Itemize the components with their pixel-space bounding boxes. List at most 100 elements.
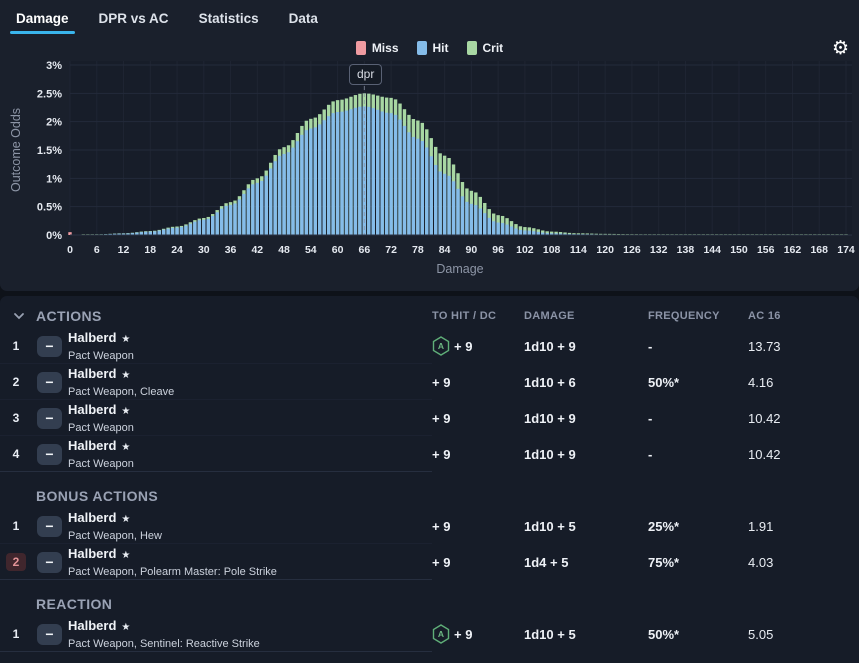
bar (442, 173, 447, 235)
section-header-bonus-actions[interactable]: BONUS ACTIONS (0, 484, 859, 508)
bar (349, 109, 353, 235)
to-hit-value: + 9 (432, 518, 451, 534)
y-axis-tick-label: 0.5% (37, 202, 62, 214)
x-axis-tick-label: 0 (67, 244, 73, 256)
x-axis-tick-label: 36 (225, 244, 237, 256)
bar (335, 112, 340, 235)
section-header-actions[interactable]: ACTIONS TO HIT / DC DAMAGE FREQUENCY AC … (0, 304, 859, 328)
bar (376, 109, 380, 235)
crit-swatch-icon (466, 41, 477, 55)
x-axis-tick-label: 60 (332, 244, 344, 256)
to-hit-value: + 9 (432, 554, 451, 570)
row-number-warning-badge[interactable]: 2 (5, 553, 27, 571)
bar (416, 138, 420, 235)
bar (380, 111, 384, 235)
star-icon: ★ (121, 514, 131, 526)
hit-swatch-icon (416, 41, 427, 55)
tab-damage[interactable]: Damage (10, 2, 75, 35)
x-axis-tick-label: 96 (492, 244, 504, 256)
bar (487, 217, 491, 235)
to-hit-cell: + 9 (432, 447, 524, 462)
remove-attack-button[interactable]: − (37, 551, 62, 573)
bar (460, 196, 465, 235)
bar (153, 231, 157, 235)
bar (313, 127, 317, 235)
remove-attack-button[interactable]: − (37, 407, 62, 429)
bar (166, 228, 170, 235)
bar (469, 203, 474, 235)
bar (407, 132, 411, 235)
table-row: 1 − Halberd ★ Pact Weapon, Sentinel: Reac… (0, 616, 859, 652)
x-axis-tick-label: 144 (703, 244, 721, 256)
bar (389, 113, 393, 235)
frequency-cell: 25%* (648, 518, 680, 534)
attack-name: Halberd (68, 618, 117, 634)
legend-item-crit[interactable]: Crit (466, 41, 503, 55)
remove-attack-button[interactable]: − (37, 623, 62, 645)
attack-subtitle: Pact Weapon, Hew (68, 529, 162, 542)
remove-attack-button[interactable]: − (37, 443, 62, 465)
legend-item-hit[interactable]: Hit (416, 41, 449, 55)
bar (344, 110, 349, 235)
bar (206, 218, 210, 235)
bar (121, 233, 126, 235)
chevron-down-icon[interactable] (12, 309, 26, 321)
bar (228, 204, 233, 235)
attack-name-cell: Halberd ★ Pact Weapon (68, 437, 432, 470)
y-axis-tick-label: 0% (46, 230, 62, 242)
tab-dpr-vs-ac[interactable]: DPR vs AC (98, 10, 169, 26)
bar (264, 175, 268, 235)
attack-subtitle: Pact Weapon, Sentinel: Reactive Strike (68, 637, 260, 650)
to-hit-cell: + 9 (432, 411, 524, 426)
table-row: 4 − Halberd ★ Pact Weapon + 9 1d10 + 9 - … (0, 436, 859, 472)
frequency-cell: 50%* (648, 374, 680, 390)
to-hit-value: + 9 (454, 626, 473, 642)
settings-gear-icon[interactable]: ⚙ (831, 37, 849, 59)
attack-name-cell: Halberd ★ Pact Weapon, Cleave (68, 365, 432, 398)
ac-value-cell: 10.42 (748, 446, 781, 462)
frequency-cell: 75%* (648, 554, 680, 570)
section-header-reaction[interactable]: REACTION (0, 592, 859, 616)
bar (193, 221, 197, 235)
bar (367, 106, 371, 236)
bar (500, 223, 505, 235)
star-icon: ★ (121, 550, 131, 562)
remove-attack-button[interactable]: − (37, 515, 62, 537)
damage-cell: 1d10 + 5 (524, 626, 576, 642)
x-axis-tick-label: 24 (171, 244, 183, 256)
attack-subtitle: Pact Weapon, Polearm Master: Pole Strike (68, 565, 277, 578)
bar (224, 205, 228, 235)
tab-statistics[interactable]: Statistics (198, 10, 259, 26)
to-hit-value: + 9 (454, 338, 473, 354)
attack-subtitle: Pact Weapon (68, 421, 134, 434)
section-title: ACTIONS (36, 308, 102, 324)
x-axis-tick-label: 54 (305, 244, 317, 256)
bar (304, 130, 309, 235)
star-icon: ★ (121, 334, 131, 346)
bar (179, 227, 184, 235)
x-axis-tick-label: 126 (623, 244, 641, 256)
x-axis-tick-label: 66 (359, 244, 371, 256)
bar (144, 231, 148, 235)
y-axis-tick-label: 3% (46, 60, 62, 72)
damage-cell: 1d4 + 5 (524, 554, 569, 570)
remove-attack-button[interactable]: − (37, 335, 62, 357)
damage-cell: 1d10 + 9 (524, 446, 576, 462)
bar (353, 107, 358, 235)
to-hit-cell: + 9 (432, 555, 524, 570)
legend-item-miss[interactable]: Miss (355, 41, 399, 55)
column-header-to-hit: TO HIT / DC (432, 310, 497, 322)
bar (523, 230, 527, 235)
bar (438, 171, 442, 235)
x-axis-tick-label: 108 (543, 244, 561, 256)
bar (117, 233, 121, 235)
bar (491, 221, 496, 235)
tab-data[interactable]: Data (288, 10, 318, 26)
to-hit-cell: + 9 (432, 519, 524, 534)
chart-card: Damage DPR vs AC Statistics Data Miss Hi… (0, 0, 859, 291)
table-row: 2 − Halberd ★ Pact Weapon, Polearm Master… (0, 544, 859, 580)
attack-name-cell: Halberd ★ Pact Weapon (68, 329, 432, 362)
remove-attack-button[interactable]: − (37, 371, 62, 393)
bar (184, 225, 188, 235)
